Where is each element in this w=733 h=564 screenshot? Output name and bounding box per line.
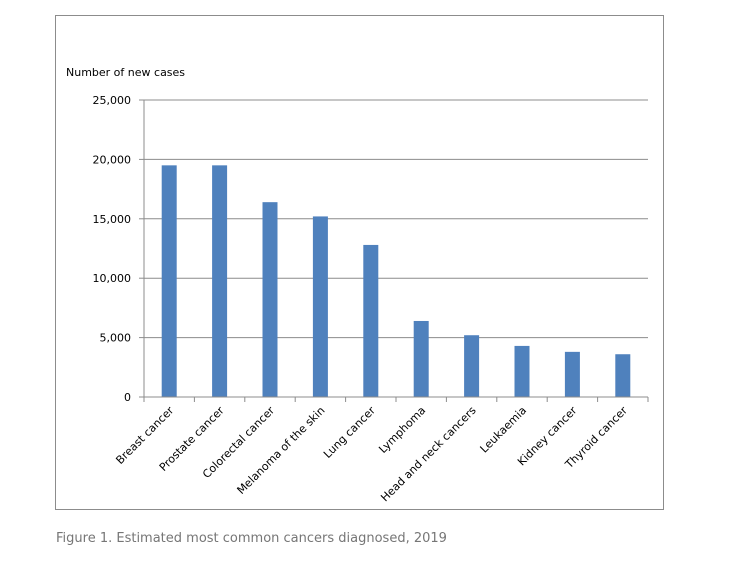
figure-caption: Figure 1. Estimated most common cancers … bbox=[56, 531, 447, 546]
y-tick-label: 0 bbox=[124, 391, 131, 404]
y-tick-labels: 0 5,000 10,000 15,000 20,000 25,000 bbox=[93, 94, 132, 404]
bar bbox=[413, 320, 429, 397]
bar bbox=[161, 165, 177, 397]
y-tick-label: 25,000 bbox=[93, 94, 132, 107]
bar-layer bbox=[161, 165, 631, 397]
chart-frame bbox=[55, 15, 664, 510]
x-tick-label: Leukaemia bbox=[478, 404, 530, 456]
x-tick-label: Melanoma of the skin bbox=[235, 404, 328, 497]
axis-layer bbox=[139, 99, 649, 402]
bar bbox=[312, 216, 328, 397]
y-tick-label: 20,000 bbox=[93, 153, 132, 166]
bar bbox=[212, 165, 228, 397]
bar bbox=[514, 345, 530, 397]
bar bbox=[615, 354, 631, 397]
grid-layer bbox=[144, 99, 648, 339]
bar bbox=[564, 351, 580, 397]
y-tick-label: 15,000 bbox=[93, 213, 132, 226]
y-axis-label: Number of new cases bbox=[66, 66, 185, 79]
y-tick-label: 5,000 bbox=[100, 332, 132, 345]
bar bbox=[464, 335, 480, 397]
bar-chart: Number of new cases 0 5,000 10,000 15,000 20… bbox=[66, 66, 649, 505]
x-tick-label: Lymphoma bbox=[376, 404, 428, 456]
bar bbox=[262, 202, 278, 397]
y-tick-label: 10,000 bbox=[93, 272, 132, 285]
x-tick-label: Head and neck cancers bbox=[378, 404, 479, 505]
x-tick-label: Lung cancer bbox=[321, 404, 378, 461]
bar bbox=[363, 244, 379, 397]
